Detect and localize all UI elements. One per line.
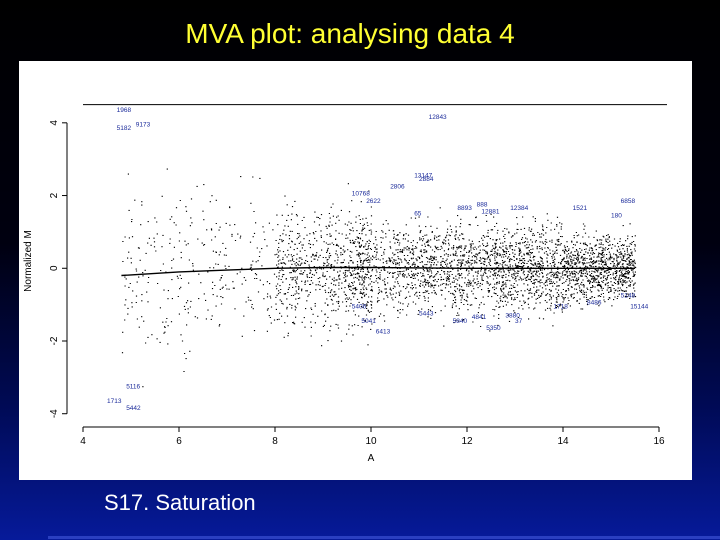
y-tick-label: -4	[49, 409, 60, 418]
point-label: 8893	[457, 205, 472, 212]
point-label: 888	[477, 201, 488, 208]
point-label: 8486	[587, 300, 602, 307]
point-label: 12843	[429, 114, 447, 121]
x-axis-label: A	[368, 453, 375, 464]
mva-plot-panel: 1968 9173 5182 12843 13147 2884 2806 10768 2622 8…	[19, 61, 692, 480]
point-label: 1718	[553, 303, 568, 310]
point-label: 5182	[117, 125, 132, 132]
x-tick-label: 4	[80, 436, 86, 447]
y-tick-label: 0	[49, 265, 60, 271]
point-label: 6413	[376, 329, 391, 336]
point-label: 5442	[126, 405, 141, 412]
y-tick-label: 2	[49, 192, 60, 198]
axes: 4 6 8 10 12 14 16 -4 -2 0 2 4 A Normalized M	[23, 120, 665, 464]
point-label: 9173	[136, 121, 151, 128]
loess-trend	[121, 266, 635, 277]
y-tick-label: 4	[49, 120, 60, 126]
point-label: 37	[515, 318, 523, 325]
point-label: 1521	[573, 205, 588, 212]
point-label: 6858	[621, 198, 636, 205]
y-axis-label: Normalized M	[23, 230, 34, 292]
point-label: 5116	[126, 383, 140, 390]
x-tick-label: 8	[272, 436, 278, 447]
point-label: 180	[611, 212, 622, 219]
point-label: 2884	[419, 176, 434, 183]
scatter-point-cloud	[121, 168, 637, 388]
point-label: 5406	[352, 303, 367, 310]
point-label: 1713	[107, 398, 122, 405]
point-label: 1968	[117, 107, 132, 114]
point-label: 5350	[486, 325, 501, 332]
x-tick-label: 16	[653, 436, 665, 447]
point-label: 5840	[453, 318, 468, 325]
point-label: 15144	[630, 303, 648, 310]
trend-line	[121, 266, 635, 277]
point-label: 5041	[361, 318, 376, 325]
slide-title: MVA plot: analysing data 4	[185, 18, 515, 49]
y-tick-label: -2	[49, 336, 60, 345]
x-tick-label: 10	[365, 436, 377, 447]
scatter-points	[83, 104, 667, 388]
point-label: 2806	[390, 183, 405, 190]
point-label: 12881	[481, 209, 499, 216]
point-label: 2622	[366, 198, 381, 205]
slide-caption: S17. Saturation	[104, 490, 256, 515]
x-tick-label: 12	[461, 436, 473, 447]
point-label: 5443	[419, 311, 434, 318]
point-label: 13147	[414, 172, 432, 179]
point-label: 12384	[510, 205, 528, 212]
point-label: 5148	[621, 292, 636, 299]
mva-scatter-plot: 1968917351821284313147288428061076826228…	[23, 104, 667, 464]
point-label: 4841	[472, 314, 487, 321]
x-tick-label: 6	[176, 436, 182, 447]
point-label: 3880	[505, 312, 520, 319]
point-label: 65	[414, 211, 422, 218]
point-label: 10768	[352, 191, 370, 198]
x-tick-label: 14	[557, 436, 569, 447]
footer-divider	[48, 536, 720, 539]
